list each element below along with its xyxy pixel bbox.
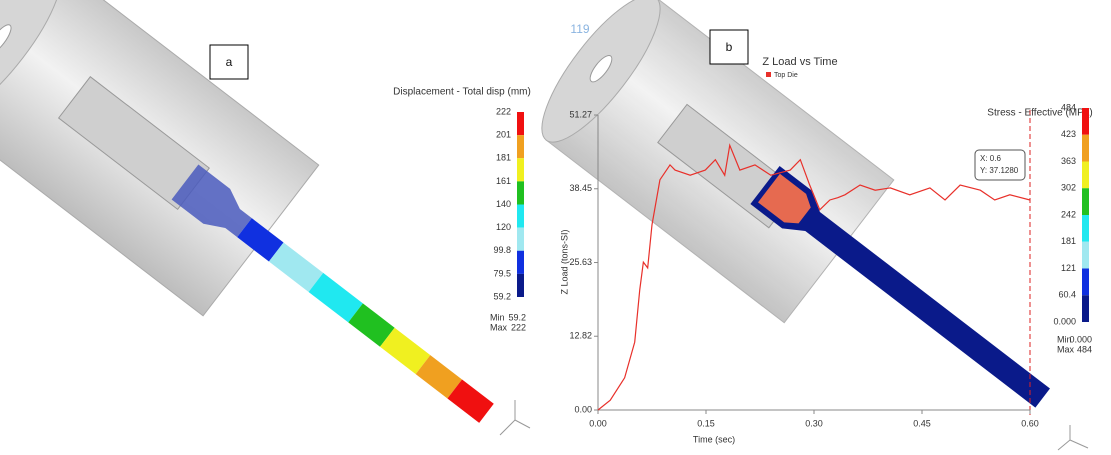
colorbar-band [1082,215,1089,242]
colorbar-band [517,158,524,181]
x-tick-label: 0.15 [697,418,715,428]
colorbar-label: 161 [496,176,511,186]
max-value: 222 [511,322,526,332]
max-value: 484 [1077,344,1092,354]
cursor-y: Y: 37.1280 [980,166,1019,175]
colorbar-band [1082,162,1089,189]
rod-a [172,165,500,431]
colorbar: 484 423 363 302 242 181 121 60.4 0.000 [1053,102,1089,326]
colorbar-label: 121 [1061,263,1076,273]
die-b [524,0,894,323]
colorbar-label: 99.8 [493,245,511,255]
min-label: Min [490,312,505,322]
colorbar: 222 201 181 161 140 120 99.8 79.5 59.2 [493,106,524,301]
chart-title: Z Load vs Time [762,56,837,68]
colorbar-label: 120 [496,222,511,232]
colorbar-label: 222 [496,106,511,116]
colorbar-label: 242 [1061,209,1076,219]
y-axis-label: Z Load (tons-SI) [559,229,569,294]
x-axis-label: Time (sec) [693,434,735,444]
colorbar-label: 201 [496,130,511,140]
min-value: 0.000 [1069,334,1092,344]
colorbar-band [517,228,524,251]
colorbar-band [1082,269,1089,296]
y-tick-label: 38.45 [569,183,592,193]
colorbar-band [517,135,524,158]
colorbar-label: 60.4 [1058,290,1076,300]
y-tick-label: 51.27 [569,109,592,119]
x-tick-label: 0.00 [589,418,607,428]
colorbar-band [1082,135,1089,162]
colorbar-label: 79.5 [493,268,511,278]
colorbar-band [1082,242,1089,269]
colorbar-label: 140 [496,199,511,209]
legend-title: Stress - Effective (MPa) [987,108,1092,119]
colorbar-label: 181 [496,153,511,163]
colorbar-label: 423 [1061,129,1076,139]
max-label: Max [1057,344,1075,354]
colorbar-band [1082,295,1089,322]
axis-triad-a [500,400,530,435]
y-tick-label: 12.82 [569,331,592,341]
colorbar-label: 59.2 [493,291,511,301]
axis-triad-b [1058,425,1088,450]
colorbar-label: 0.000 [1053,316,1076,326]
colorbar-band [517,274,524,297]
x-tick-label: 0.30 [805,418,823,428]
max-label: Max [490,322,508,332]
legend-label: Top Die [774,72,798,79]
colorbar-band [517,112,524,135]
colorbar-label: 363 [1061,156,1076,166]
y-tick-label: 25.63 [569,257,592,267]
x-tick-label: 0.60 [1021,418,1039,428]
figure: 119 a b Displacement - Total disp (mm) S… [0,0,1111,455]
cursor-x: X: 0.6 [980,154,1001,163]
colorbar-band [1082,188,1089,215]
colorbar-band [517,181,524,204]
legend-title: Displacement - Total disp (mm) [393,87,531,98]
die-a [0,0,319,316]
x-tick-label: 0.45 [913,418,931,428]
panel-label: a [226,55,233,69]
page-number: 119 [570,22,589,36]
colorbar-band [517,251,524,274]
colorbar-label: 181 [1061,236,1076,246]
legend-swatch [766,72,771,77]
y-tick-label: 0.00 [574,404,592,414]
colorbar-label: 302 [1061,183,1076,193]
colorbar-band [1082,108,1089,135]
panel-label: b [726,40,733,54]
colorbar-label: 484 [1061,102,1076,112]
min-value: 59.2 [508,312,526,322]
colorbar-band [517,205,524,228]
